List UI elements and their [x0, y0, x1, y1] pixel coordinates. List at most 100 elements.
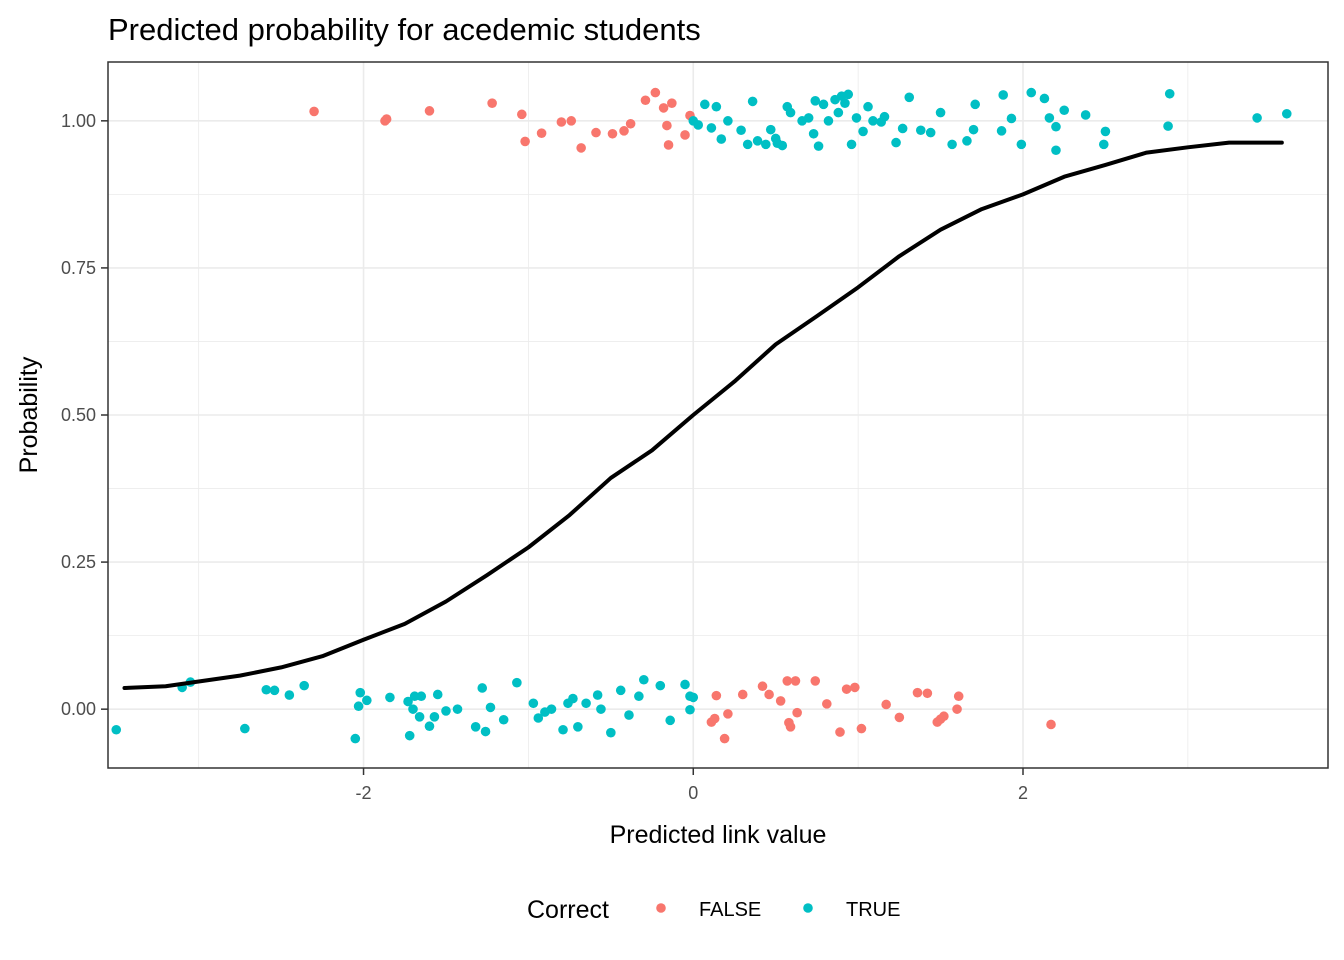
- x-tick-label: 2: [1018, 783, 1028, 803]
- data-point: [350, 733, 361, 744]
- data-point: [868, 116, 878, 126]
- data-point: [432, 689, 443, 700]
- x-tick-label: -2: [356, 783, 372, 803]
- data-point: [573, 722, 583, 732]
- data-point: [685, 704, 695, 715]
- data-point: [688, 692, 699, 703]
- data-point: [309, 106, 319, 117]
- data-point: [568, 693, 578, 704]
- data-point: [881, 699, 891, 710]
- data-point: [709, 713, 720, 724]
- legend-key-false: [656, 903, 666, 913]
- data-point: [858, 126, 868, 137]
- data-point: [915, 125, 926, 136]
- data-point: [625, 118, 636, 129]
- y-axis: 0.00 0.25 0.50 0.75 1.00: [61, 111, 108, 719]
- y-tick-label: 0.75: [61, 258, 96, 278]
- data-point: [822, 699, 832, 709]
- data-point: [556, 117, 567, 127]
- data-point: [693, 120, 704, 130]
- data-point: [706, 123, 717, 133]
- data-point: [528, 698, 539, 709]
- data-point: [1046, 719, 1056, 730]
- data-point: [765, 124, 776, 135]
- data-point: [723, 709, 733, 719]
- data-point: [663, 140, 674, 150]
- data-point: [408, 704, 418, 714]
- data-point: [912, 687, 923, 698]
- data-point: [1039, 93, 1050, 104]
- data-point: [897, 123, 908, 134]
- data-point: [536, 128, 547, 138]
- legend: Correct FALSE TRUE: [527, 896, 900, 924]
- data-point: [284, 690, 295, 700]
- data-point: [615, 685, 626, 696]
- data-point: [790, 676, 801, 686]
- data-point: [841, 684, 852, 694]
- data-point: [1016, 139, 1027, 150]
- data-point: [742, 139, 753, 150]
- data-point: [261, 684, 272, 695]
- data-point: [747, 96, 758, 107]
- data-point: [962, 136, 972, 146]
- data-point: [658, 103, 669, 113]
- data-point: [111, 724, 122, 735]
- fitted-curve: [122, 140, 1284, 690]
- data-point: [566, 116, 577, 126]
- data-point: [558, 724, 568, 735]
- data-point: [1098, 139, 1109, 150]
- data-point: [592, 690, 603, 700]
- data-point: [650, 87, 661, 98]
- data-point: [424, 721, 435, 732]
- data-point: [487, 98, 497, 108]
- data-point: [711, 101, 722, 112]
- data-point: [624, 710, 634, 720]
- data-point: [782, 676, 793, 686]
- data-point: [1100, 126, 1111, 137]
- data-point: [818, 99, 829, 110]
- data-point: [970, 99, 980, 110]
- data-point: [894, 712, 905, 723]
- data-point: [1006, 113, 1017, 124]
- data-point: [813, 141, 824, 151]
- data-point: [680, 679, 690, 690]
- legend-entries: FALSE TRUE: [656, 899, 900, 921]
- data-point: [619, 126, 629, 136]
- data-point: [452, 704, 463, 714]
- data-point: [576, 143, 586, 153]
- data-point: [947, 139, 957, 150]
- data-point: [512, 677, 522, 688]
- data-point: [498, 714, 509, 725]
- legend-label-false: FALSE: [699, 899, 761, 921]
- data-point: [723, 116, 733, 126]
- y-tick-label: 0.25: [61, 552, 96, 572]
- data-point: [863, 101, 873, 112]
- data-point: [803, 113, 814, 123]
- data-point: [716, 134, 727, 144]
- data-point: [591, 127, 601, 138]
- data-point: [711, 690, 722, 701]
- data-point: [939, 711, 949, 722]
- data-point: [1059, 105, 1070, 116]
- data-point: [362, 695, 372, 706]
- data-point: [381, 114, 392, 124]
- data-point: [665, 715, 675, 726]
- data-point: [777, 140, 788, 151]
- data-point: [761, 139, 771, 150]
- data-point: [757, 681, 768, 692]
- data-point: [752, 136, 763, 146]
- data-point: [485, 702, 496, 713]
- data-point: [891, 137, 901, 148]
- data-point: [953, 691, 964, 702]
- data-point: [581, 698, 591, 709]
- data-point: [846, 139, 857, 150]
- data-point: [935, 107, 946, 118]
- data-point: [785, 722, 796, 732]
- data-point: [925, 127, 936, 138]
- y-tick-label: 0.50: [61, 405, 96, 425]
- data-point: [299, 680, 309, 691]
- data-point: [952, 704, 962, 714]
- data-point: [810, 676, 821, 686]
- data-point: [833, 107, 844, 118]
